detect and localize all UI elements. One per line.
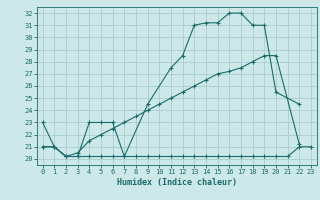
X-axis label: Humidex (Indice chaleur): Humidex (Indice chaleur) bbox=[117, 178, 237, 187]
